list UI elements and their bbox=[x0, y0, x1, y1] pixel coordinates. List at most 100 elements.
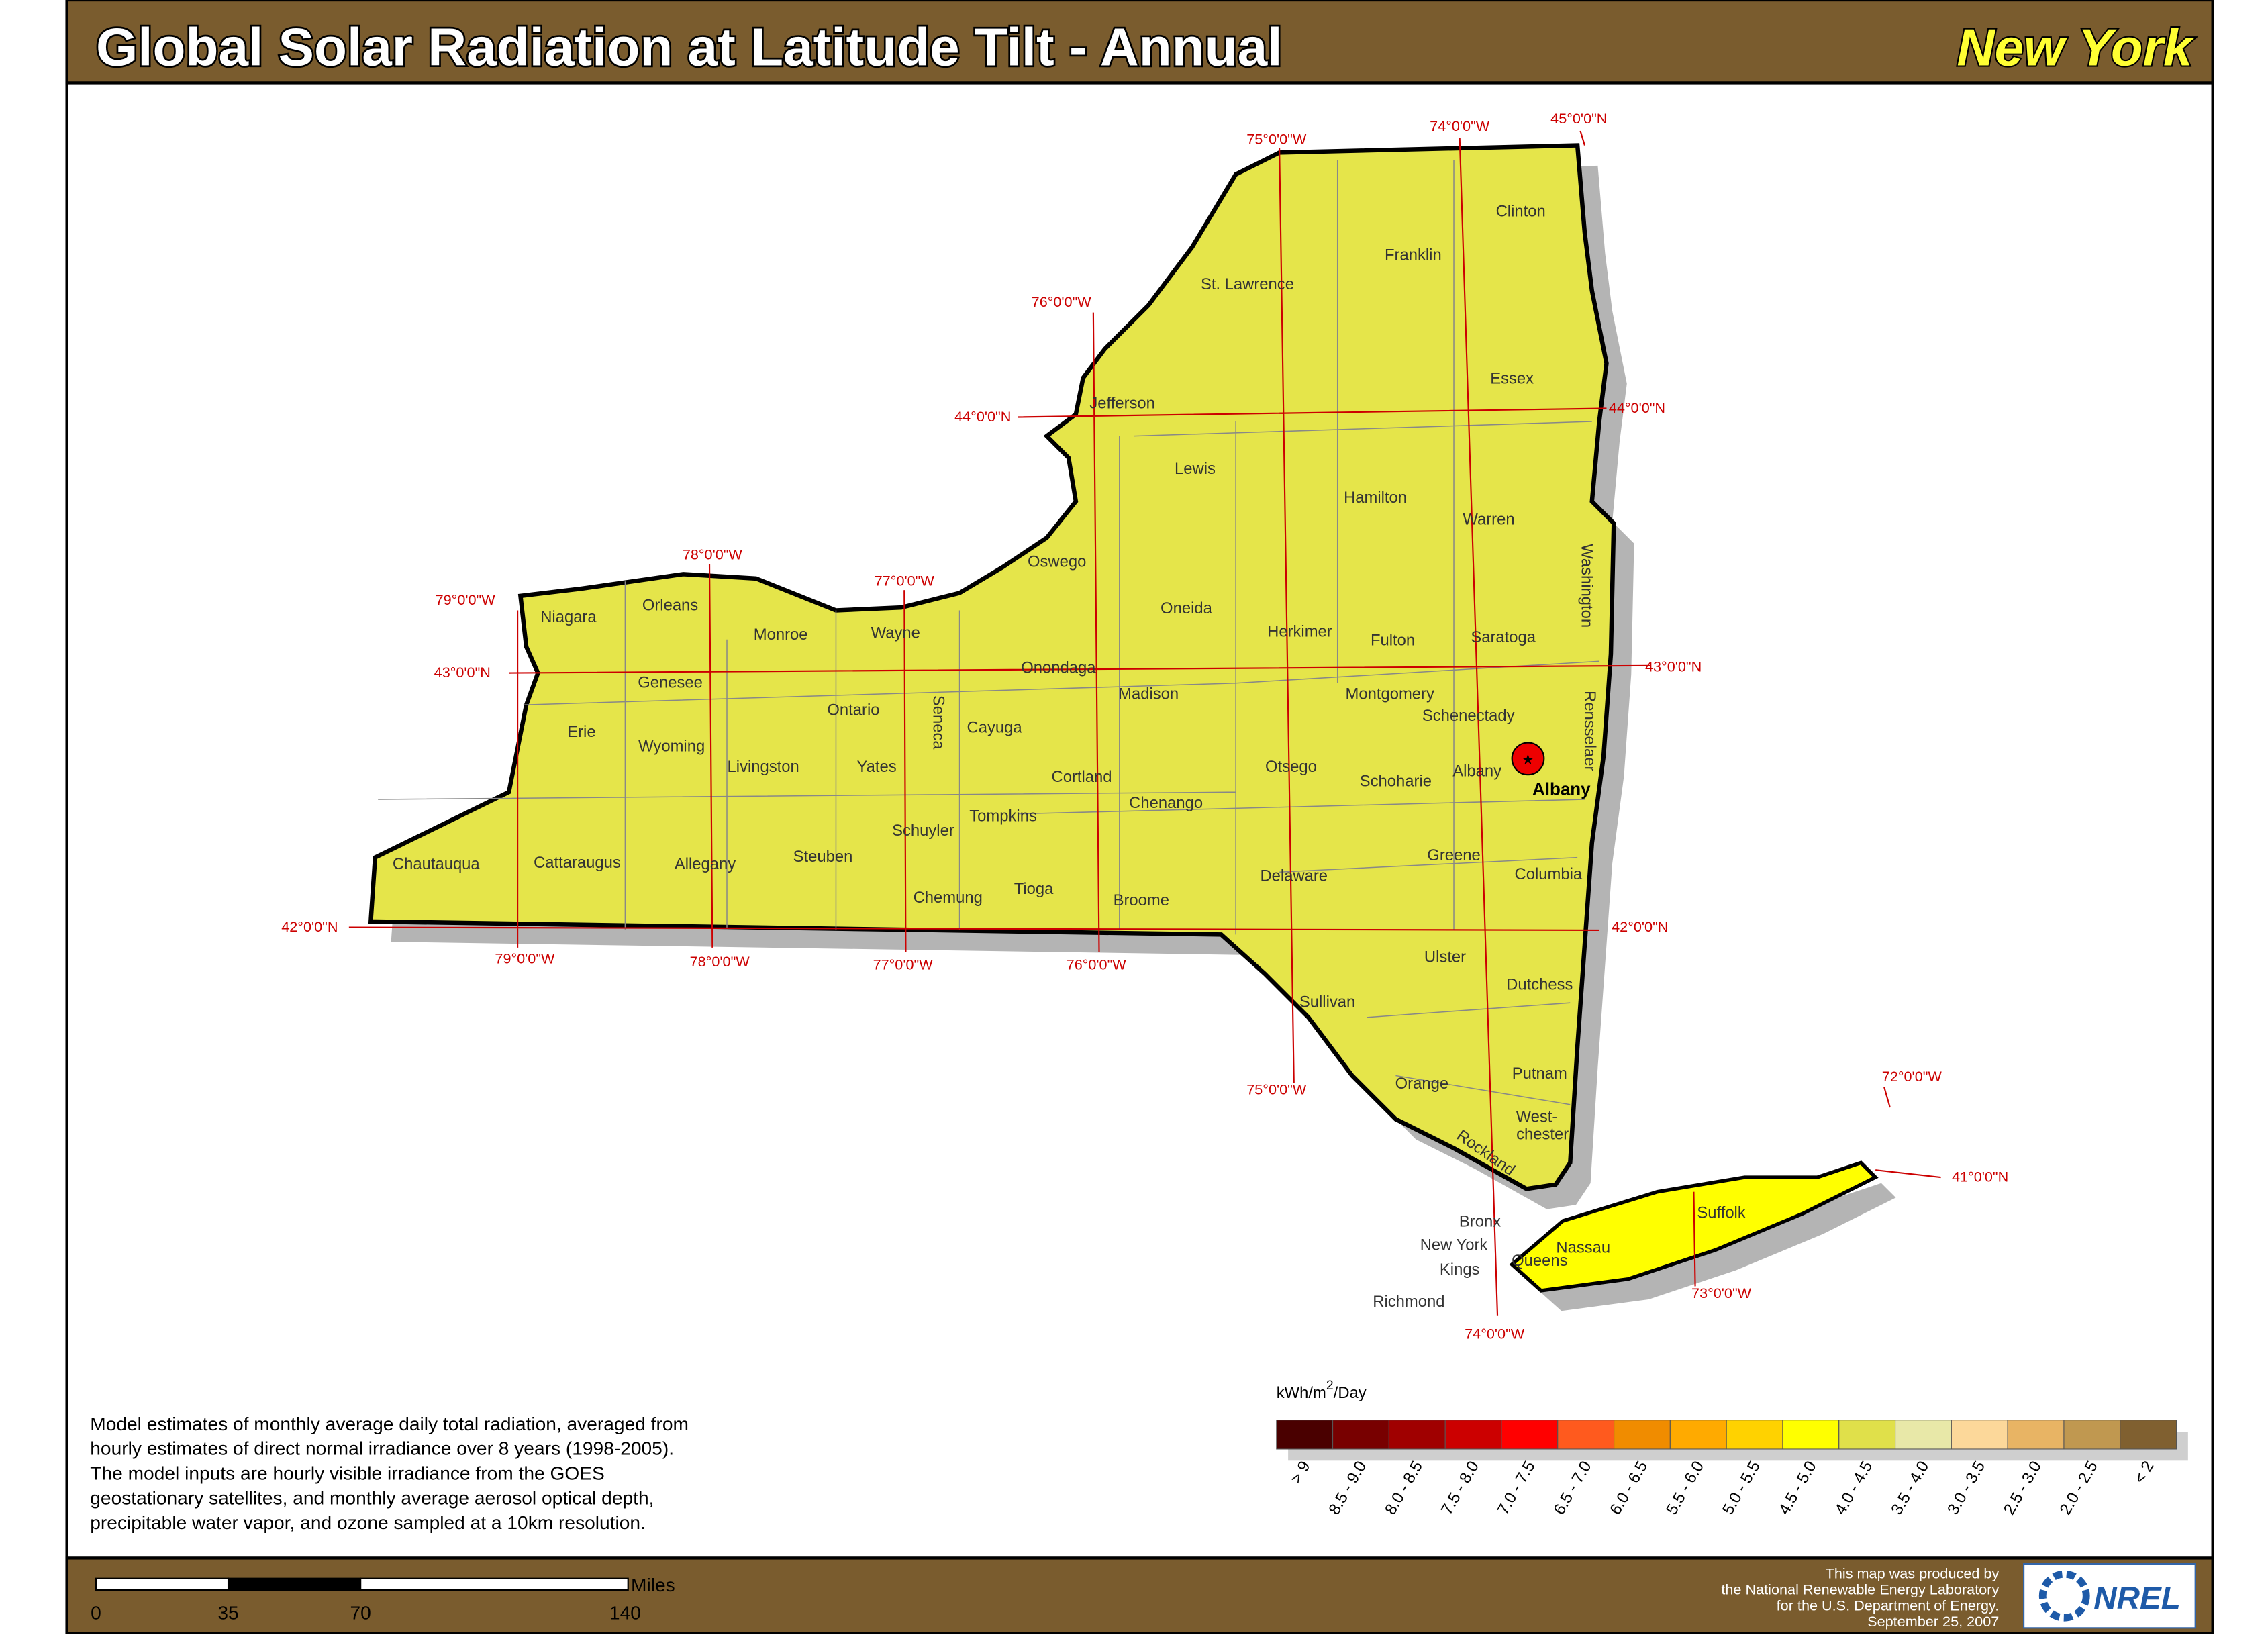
graticule-label: 42°0'0"N bbox=[281, 918, 338, 935]
graticule-label: 78°0'0"W bbox=[683, 546, 743, 563]
legend-unit: kWh/m2/Day bbox=[1277, 1378, 1367, 1402]
scale-unit: Miles bbox=[631, 1575, 675, 1595]
county-label: Seneca bbox=[930, 695, 948, 750]
graticule-label: 74°0'0"W bbox=[1465, 1325, 1525, 1342]
legend-swatch bbox=[1726, 1420, 1783, 1450]
state-name: New York bbox=[1957, 17, 2195, 77]
legend-swatch bbox=[1951, 1420, 2008, 1450]
legend-swatch bbox=[1501, 1420, 1559, 1450]
county-label: Putnam bbox=[1512, 1064, 1567, 1083]
credit-line: This map was produced by bbox=[1826, 1565, 2000, 1582]
graticule-label: 45°0'0"N bbox=[1550, 110, 1607, 127]
graticule-labels: 75°0'0"W 74°0'0"W 45°0'0"N 76°0'0"W 44°0'0"N… bbox=[281, 110, 2008, 1342]
legend-swatch bbox=[2120, 1420, 2177, 1450]
scale-bar: 0 35 70 140 Miles bbox=[91, 1575, 675, 1623]
county-label: Richmond bbox=[1373, 1293, 1444, 1311]
county-label: Montgomery bbox=[1346, 685, 1434, 703]
credit-line: for the U.S. Department of Energy. bbox=[1777, 1597, 2000, 1614]
graticule-label: 42°0'0"N bbox=[1612, 918, 1668, 935]
logo-ring bbox=[2038, 1570, 2090, 1622]
footer-bar bbox=[65, 1556, 2214, 1636]
county-label: Cayuga bbox=[967, 718, 1023, 736]
graticule-label: 79°0'0"W bbox=[436, 591, 496, 608]
county-label: Erie bbox=[567, 723, 595, 741]
county-label: Livingston bbox=[728, 758, 799, 776]
unit-sup: 2 bbox=[1326, 1378, 1334, 1393]
scale-segment bbox=[95, 1577, 230, 1591]
graticule-label: 44°0'0"N bbox=[1609, 399, 1665, 416]
county-label: Lewis bbox=[1175, 460, 1216, 478]
county-label: Suffolk bbox=[1697, 1204, 1745, 1222]
county-label: Yates bbox=[857, 758, 897, 776]
note-line: geostationary satellites, and monthly av… bbox=[90, 1487, 654, 1508]
county-label: Otsego bbox=[1265, 758, 1317, 776]
county-label: Kings bbox=[1440, 1260, 1480, 1279]
capital-star: ★ bbox=[1522, 751, 1534, 768]
county-label: Chautauqua bbox=[393, 855, 481, 873]
county-label: Chemung bbox=[914, 889, 983, 907]
county-label: Orange bbox=[1395, 1075, 1448, 1093]
graticule-label: 75°0'0"W bbox=[1246, 1081, 1307, 1098]
graticule-label: 79°0'0"W bbox=[495, 950, 555, 967]
county-label: Ulster bbox=[1424, 948, 1466, 966]
legend-swatch bbox=[1895, 1420, 1952, 1450]
county-labels: Clinton Franklin St. Lawrence Essex Jefferso… bbox=[393, 203, 1746, 1311]
legend-swatch bbox=[1838, 1420, 1896, 1450]
county-label: Albany bbox=[1452, 762, 1501, 780]
graticule-label: 77°0'0"W bbox=[873, 956, 934, 973]
county-label: Bronx bbox=[1459, 1213, 1501, 1231]
scale-tick: 0 bbox=[91, 1602, 101, 1623]
note-line: precipitable water vapor, and ozone samp… bbox=[90, 1512, 646, 1533]
county-label: Broome bbox=[1114, 891, 1169, 909]
graticule-lines bbox=[348, 130, 1941, 1316]
credit-line: September 25, 2007 bbox=[1867, 1613, 1999, 1630]
note-line: Model estimates of monthly average daily… bbox=[90, 1413, 689, 1434]
legend-swatch bbox=[1782, 1420, 1840, 1450]
graticule-label: 41°0'0"N bbox=[1952, 1169, 2008, 1185]
legend-swatch bbox=[2007, 1420, 2065, 1450]
county-label: Tompkins bbox=[969, 807, 1037, 825]
county-label: Tioga bbox=[1014, 880, 1054, 898]
legend-swatch bbox=[2063, 1420, 2121, 1450]
logo: NREL bbox=[2023, 1562, 2196, 1629]
county-label: Ontario bbox=[827, 701, 879, 719]
county-label: Onondaga bbox=[1021, 659, 1096, 677]
graticule-label: 44°0'0"N bbox=[954, 408, 1011, 425]
county-label: Wyoming bbox=[638, 738, 705, 756]
legend-swatch bbox=[1332, 1420, 1389, 1450]
graticule-label: 78°0'0"W bbox=[690, 953, 750, 970]
credit-line: the National Renewable Energy Laboratory bbox=[1721, 1581, 1999, 1598]
graticule-label: 72°0'0"W bbox=[1882, 1068, 1942, 1085]
county-label: Nassau bbox=[1556, 1239, 1610, 1257]
title: Global Solar Radiation at Latitude Tilt … bbox=[96, 16, 1283, 77]
county-label: New York bbox=[1420, 1236, 1488, 1254]
county-label: Madison bbox=[1118, 685, 1179, 703]
county-label: Chenango bbox=[1129, 794, 1203, 812]
graticule-label: 43°0'0"N bbox=[1645, 658, 1702, 675]
county-label: chester bbox=[1516, 1126, 1569, 1144]
graticule-label: 77°0'0"W bbox=[875, 573, 935, 589]
county-label: Columbia bbox=[1515, 865, 1583, 883]
graticule-label: 73°0'0"W bbox=[1691, 1285, 1752, 1301]
county-label: St. Lawrence bbox=[1201, 275, 1294, 293]
scale-segment bbox=[227, 1577, 362, 1591]
county-label: Rensselaer bbox=[1581, 691, 1599, 772]
graticule-label: 76°0'0"W bbox=[1032, 293, 1092, 310]
capital-marker bbox=[1511, 742, 1545, 776]
county-label: Oneida bbox=[1161, 599, 1213, 617]
scale-segment bbox=[360, 1577, 629, 1591]
county-label: Cattaraugus bbox=[534, 854, 621, 872]
graticule-label: 74°0'0"W bbox=[1430, 117, 1490, 134]
logo-box bbox=[2023, 1562, 2196, 1629]
county-label: Schuyler bbox=[892, 822, 954, 840]
capital-label: Albany bbox=[1532, 779, 1591, 799]
county-label: Hamilton bbox=[1344, 489, 1407, 507]
county-label: Cortland bbox=[1052, 768, 1112, 786]
graticule-label: 76°0'0"W bbox=[1067, 956, 1127, 973]
note-line: The model inputs are hourly visible irra… bbox=[90, 1462, 605, 1483]
scale-tick: 140 bbox=[609, 1602, 641, 1623]
county-label: Clinton bbox=[1496, 203, 1546, 221]
